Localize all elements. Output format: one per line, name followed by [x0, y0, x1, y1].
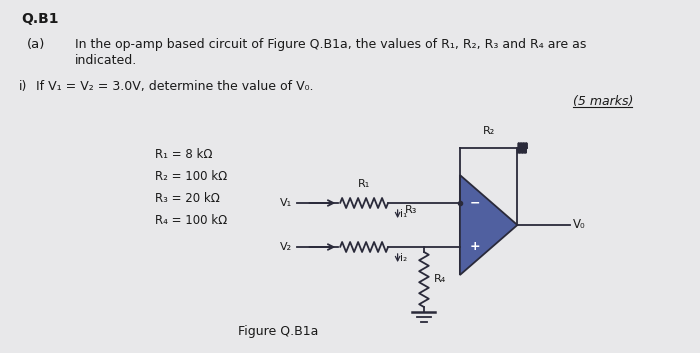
- Polygon shape: [460, 175, 517, 275]
- Text: R₁: R₁: [358, 179, 370, 189]
- Text: R₁ = 8 kΩ: R₁ = 8 kΩ: [155, 148, 213, 161]
- Text: V₂: V₂: [280, 242, 292, 252]
- Text: −: −: [470, 197, 480, 209]
- Text: R₃ = 20 kΩ: R₃ = 20 kΩ: [155, 192, 220, 205]
- Text: +: +: [470, 240, 480, 253]
- Text: Q.B1: Q.B1: [21, 12, 59, 26]
- Text: R₂ = 100 kΩ: R₂ = 100 kΩ: [155, 170, 228, 183]
- Text: i₁: i₁: [400, 209, 407, 219]
- Text: Figure Q.B1a: Figure Q.B1a: [237, 325, 318, 338]
- Text: R₃: R₃: [405, 205, 418, 215]
- Text: If V₁ = V₂ = 3.0V, determine the value of V₀.: If V₁ = V₂ = 3.0V, determine the value o…: [36, 80, 314, 93]
- Text: indicated.: indicated.: [75, 54, 137, 67]
- Text: In the op-amp based circuit of Figure Q.B1a, the values of R₁, R₂, R₃ and R₄ are: In the op-amp based circuit of Figure Q.…: [75, 38, 586, 51]
- Text: i): i): [19, 80, 27, 93]
- Text: i₂: i₂: [400, 253, 407, 263]
- Text: R₂: R₂: [482, 126, 495, 136]
- Text: (a): (a): [27, 38, 46, 51]
- Text: (5 marks): (5 marks): [573, 95, 634, 108]
- Text: R₄: R₄: [433, 275, 446, 285]
- Text: R₄ = 100 kΩ: R₄ = 100 kΩ: [155, 214, 228, 227]
- Text: V₁: V₁: [280, 198, 292, 208]
- Text: V₀: V₀: [573, 219, 586, 232]
